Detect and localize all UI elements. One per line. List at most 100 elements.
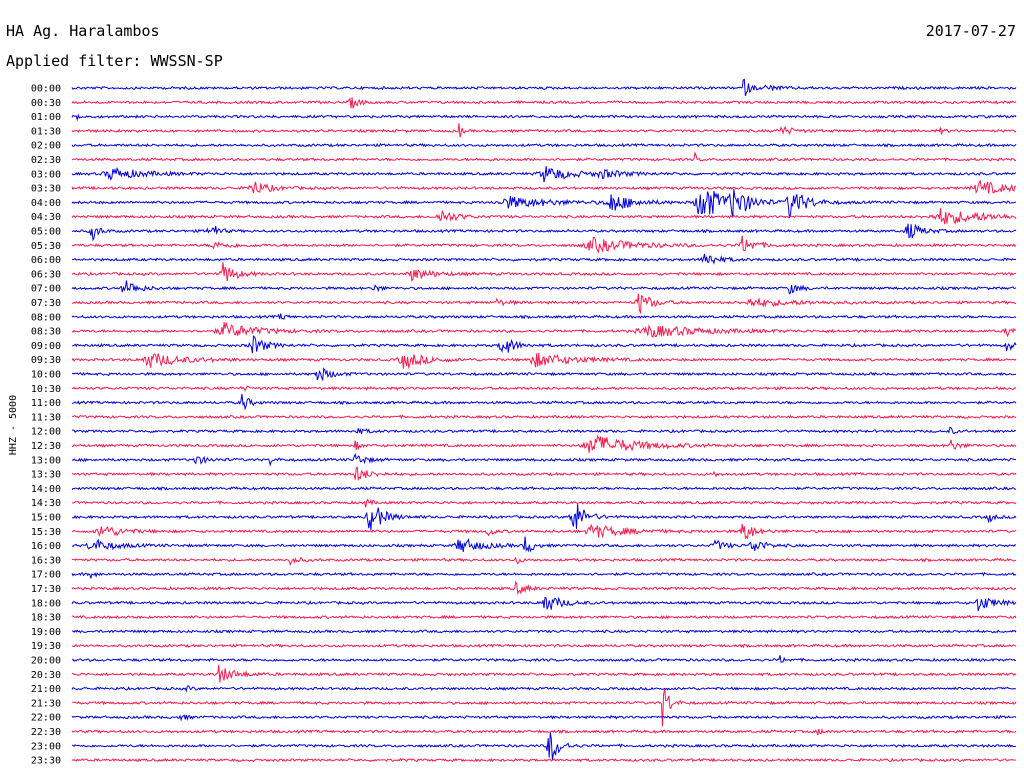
time-label-0800: 08:00 (31, 312, 61, 323)
trace-0330 (71, 179, 1017, 195)
trace-2100 (71, 685, 1017, 693)
time-label-1830: 18:30 (31, 613, 61, 624)
time-label-1030: 10:30 (31, 384, 61, 395)
time-label-0600: 06:00 (31, 255, 61, 266)
time-label-1900: 19:00 (31, 627, 61, 638)
trace-2200 (71, 714, 1017, 722)
time-label-0630: 06:30 (31, 269, 61, 280)
trace-1030 (71, 385, 1017, 392)
time-label-1800: 18:00 (31, 598, 61, 609)
time-label-0200: 02:00 (31, 141, 61, 152)
time-label-1230: 12:30 (31, 441, 61, 452)
trace-0500 (71, 223, 1017, 242)
trace-2230 (71, 728, 1017, 736)
trace-1500 (71, 504, 1017, 531)
trace-rows: 00:00 00:30 01:00 01:30 02:00 02:30 03:00 03:30… (31, 78, 1017, 767)
trace-0130 (71, 123, 1017, 138)
time-label-1730: 17:30 (31, 584, 61, 595)
trace-0630 (71, 262, 1016, 282)
time-label-0030: 00:30 (31, 98, 61, 109)
trace-0930 (71, 352, 1017, 370)
trace-0400 (71, 188, 1017, 219)
time-label-1600: 16:00 (31, 541, 61, 552)
trace-1800 (71, 596, 1017, 612)
trace-1630 (71, 556, 1017, 566)
trace-0430 (71, 208, 1017, 225)
trace-1300 (71, 452, 1017, 467)
time-label-2130: 21:30 (31, 698, 61, 709)
time-label-0100: 01:00 (31, 112, 61, 123)
time-label-0300: 03:00 (31, 169, 61, 180)
time-label-0730: 07:30 (31, 298, 61, 309)
trace-1130 (71, 414, 1017, 420)
trace-0200 (71, 142, 1017, 148)
time-label-0400: 04:00 (31, 198, 61, 209)
date-label: 2017-07-27 (926, 22, 1016, 40)
trace-0730 (71, 293, 1017, 315)
time-label-0530: 05:30 (31, 241, 61, 252)
trace-0530 (71, 235, 1017, 254)
trace-0230 (71, 152, 1017, 162)
y-axis-label: HHZ - 5000 (8, 395, 19, 455)
trace-2030 (71, 664, 1017, 683)
time-label-1400: 14:00 (31, 484, 61, 495)
trace-2300 (71, 732, 1016, 761)
trace-1900 (71, 629, 1017, 634)
time-label-0830: 08:30 (31, 327, 61, 338)
time-label-0000: 00:00 (31, 84, 61, 95)
trace-0000 (71, 78, 1017, 97)
time-label-2030: 20:30 (31, 670, 61, 681)
station-title: HA Ag. Haralambos (6, 22, 160, 40)
time-label-0130: 01:30 (31, 126, 61, 137)
trace-0030 (71, 97, 1017, 109)
time-label-1000: 10:00 (31, 370, 61, 381)
time-label-1530: 15:30 (31, 527, 61, 538)
trace-1600 (71, 536, 1017, 553)
time-label-1630: 16:30 (31, 555, 61, 566)
trace-1830 (71, 614, 1017, 620)
trace-2330 (71, 757, 1017, 763)
time-label-2000: 20:00 (31, 656, 61, 667)
trace-0900 (72, 335, 1017, 354)
time-label-1200: 12:00 (31, 427, 61, 438)
time-label-0430: 04:30 (31, 212, 61, 223)
trace-0100 (71, 113, 1017, 122)
time-label-0230: 02:30 (31, 155, 61, 166)
time-label-1300: 13:00 (31, 455, 61, 466)
trace-1400 (71, 486, 1017, 491)
trace-1430 (71, 498, 1017, 508)
time-label-1700: 17:00 (31, 570, 61, 581)
time-label-2330: 23:30 (31, 756, 61, 767)
trace-0700 (71, 280, 1017, 295)
time-label-1500: 15:00 (31, 513, 61, 524)
time-label-1430: 14:30 (31, 498, 61, 509)
trace-0300 (71, 166, 1017, 183)
time-label-2100: 21:00 (31, 684, 61, 695)
time-label-0900: 09:00 (31, 341, 61, 352)
time-label-1330: 13:30 (31, 470, 61, 481)
trace-1700 (71, 571, 1017, 579)
trace-1200 (71, 426, 1017, 435)
trace-0600 (71, 253, 1017, 265)
trace-1100 (71, 393, 1017, 411)
time-label-0500: 05:00 (31, 227, 61, 238)
time-label-1100: 11:00 (31, 398, 61, 409)
trace-1930 (71, 643, 1017, 649)
filter-label: Applied filter: WWSSN-SP (6, 52, 223, 70)
time-label-0930: 09:30 (31, 355, 61, 366)
trace-1330 (71, 466, 1017, 482)
trace-2000 (71, 655, 1017, 663)
trace-0830 (71, 322, 1017, 338)
trace-1730 (71, 580, 1016, 596)
trace-2130 (71, 689, 1017, 727)
trace-0800 (71, 313, 1017, 321)
time-label-2300: 23:00 (31, 741, 61, 752)
trace-1530 (71, 523, 1017, 540)
time-label-1130: 11:30 (31, 412, 61, 423)
time-label-0330: 03:30 (31, 184, 61, 195)
trace-1230 (71, 434, 1017, 453)
time-label-0700: 07:00 (31, 284, 61, 295)
time-label-2230: 22:30 (31, 727, 61, 738)
time-label-2200: 22:00 (31, 713, 61, 724)
